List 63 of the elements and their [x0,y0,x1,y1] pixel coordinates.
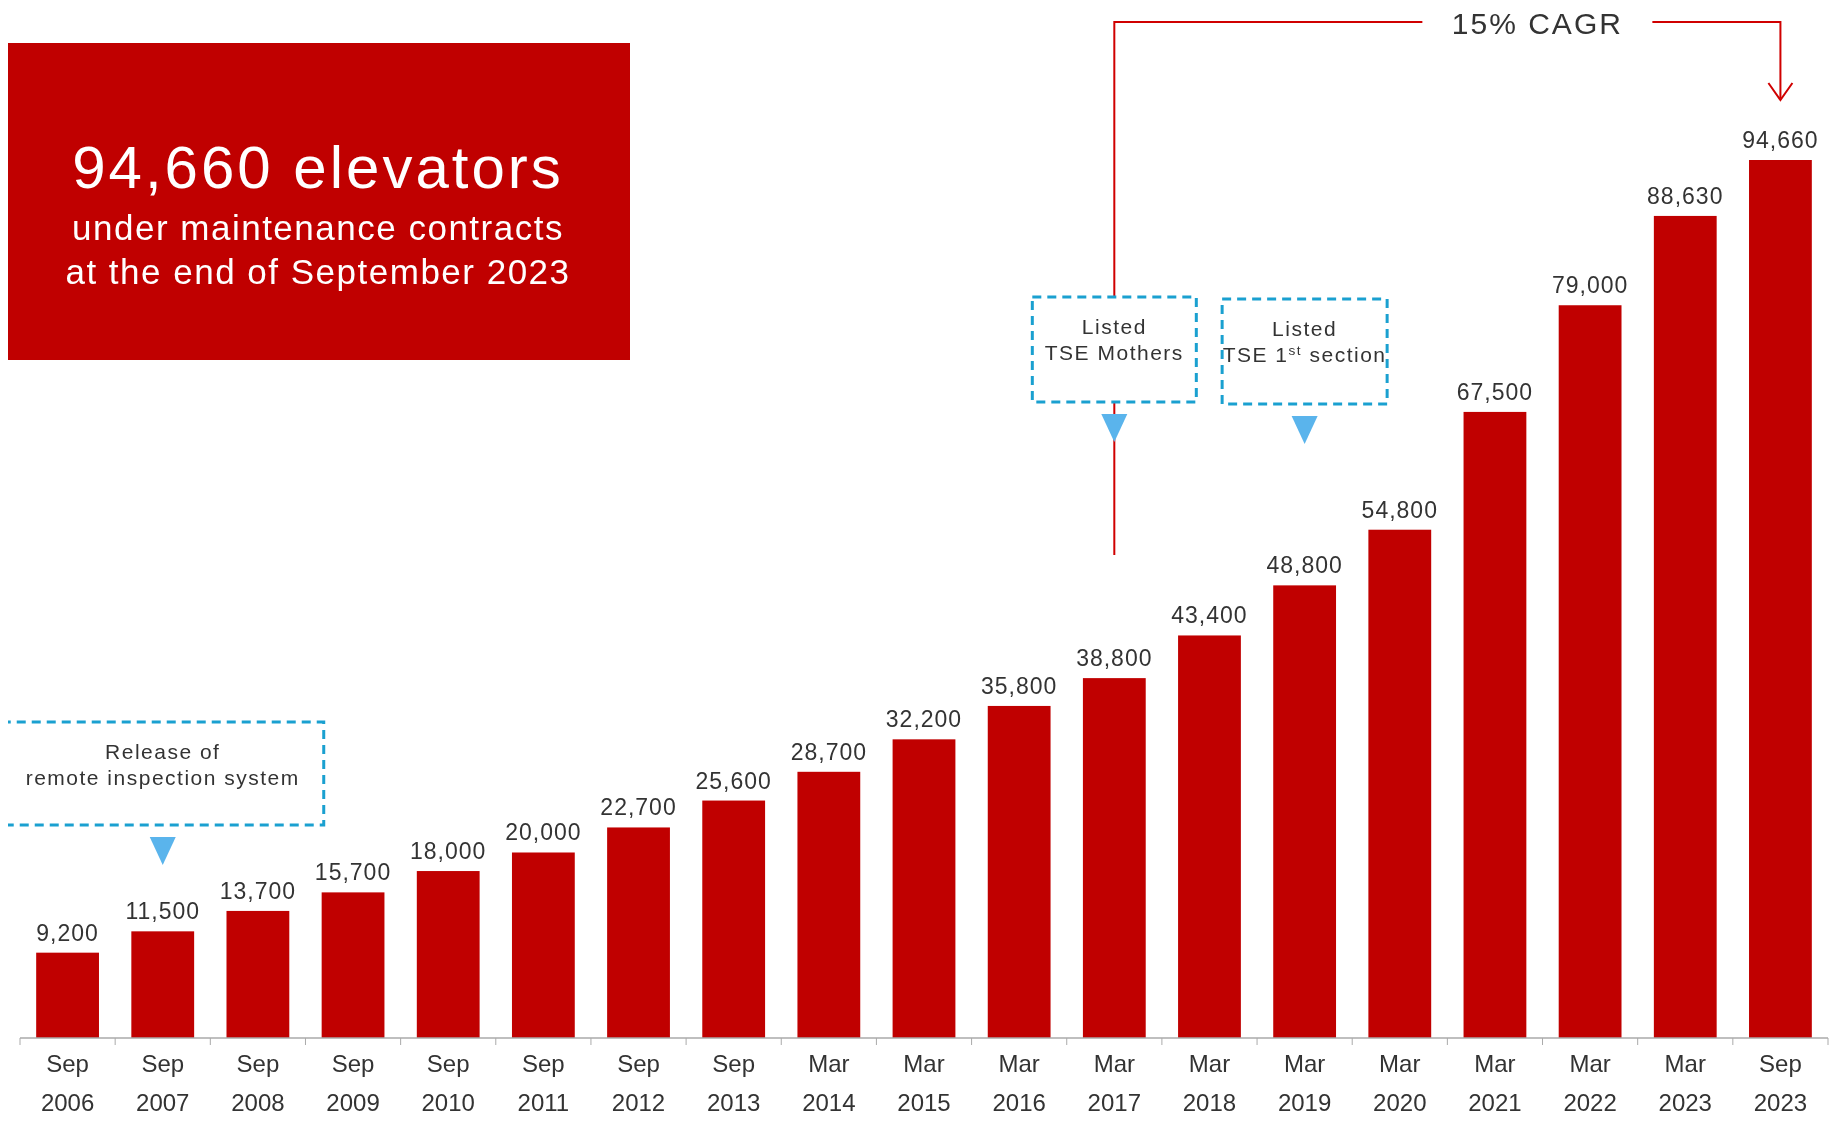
x-tick-label: Mar 2014 [802,1050,856,1116]
data-label: 20,000 [505,819,582,846]
data-label: 94,660 [1742,127,1819,153]
x-tick-label: Mar 2020 [1373,1050,1427,1116]
bar [1653,215,1717,1038]
x-tick-label: Mar 2018 [1182,1050,1237,1116]
bar [892,739,956,1038]
bar [416,871,480,1038]
x-tick-label: Sep 2008 [231,1050,285,1116]
chart-title: 94,660 elevators [72,134,564,201]
x-tick-label: Mar 2022 [1563,1050,1617,1116]
bar [1273,585,1337,1038]
data-label: 15,700 [314,859,392,886]
data-label: 54,800 [1361,496,1438,523]
data-label: 48,800 [1266,552,1343,579]
data-label: 88,630 [1647,182,1724,209]
x-tick-label: Mar 2023 [1658,1050,1712,1116]
x-tick-label: Sep 2010 [421,1050,475,1116]
data-label: 32,200 [885,706,963,733]
x-tick-label: Sep 2009 [326,1050,380,1116]
data-label: 9,200 [36,919,99,946]
bar [1749,160,1812,1038]
x-tick-label: Sep 2012 [611,1050,666,1116]
x-tick-label: Sep 2007 [136,1050,190,1116]
data-label: 38,800 [1076,645,1153,672]
bar [702,800,766,1038]
bar [226,910,290,1038]
data-label: 18,000 [410,838,487,865]
data-label: 11,500 [125,898,201,925]
bar [36,952,99,1038]
data-label: 79,000 [1551,272,1629,299]
annotation: Listed TSE Mothers [1044,315,1184,364]
x-tick-label: Mar 2015 [897,1050,951,1116]
x-tick-label: Sep 2006 [40,1050,95,1116]
x-tick-label: Sep 2023 [1753,1050,1808,1116]
x-tick-label: Mar 2021 [1468,1050,1522,1116]
data-label: 43,400 [1171,602,1248,629]
annotation: Listed TSE 1$^{st}$ section [1222,317,1387,366]
bar [1558,305,1622,1038]
bar [987,705,1051,1038]
bar [321,892,385,1038]
x-tick-label: Mar 2019 [1277,1050,1332,1116]
bar [131,931,195,1038]
bar [797,771,861,1038]
x-tick-label: Mar 2017 [1087,1050,1142,1116]
bar [607,827,670,1038]
data-label: 35,800 [980,672,1058,699]
annotation: Release of remote inspection system [25,740,300,789]
bar [1178,635,1241,1038]
data-label: 22,700 [600,794,677,821]
data-label: 28,700 [790,738,868,765]
bar [511,852,575,1038]
bar [1368,529,1432,1038]
bar [1082,678,1146,1038]
data-label: 13,700 [219,877,297,904]
x-tick-label: Mar 2016 [992,1050,1046,1116]
title-banner: 94,660 elevators under maintenance contracts at the end of September 2023 [8,43,630,360]
data-label: 67,500 [1456,378,1534,405]
data-label: 25,600 [695,767,772,794]
bar [1463,411,1527,1038]
text: 15% CAGR [1451,7,1623,40]
x-tick-label: Sep 2013 [706,1050,761,1116]
x-tick-label: Sep 2011 [517,1050,570,1116]
